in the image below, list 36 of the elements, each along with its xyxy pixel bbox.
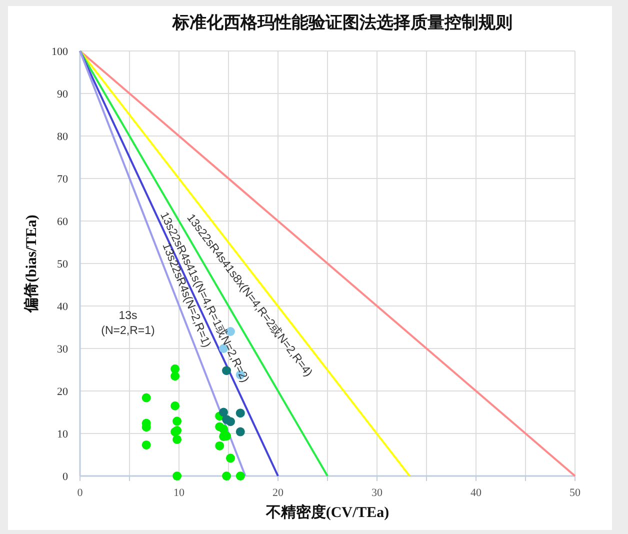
y-tick-label: 20 [57,386,68,398]
x-tick-label: 40 [470,487,482,499]
y-tick-label: 70 [57,174,68,186]
point [170,372,180,381]
point [226,454,235,463]
x-tick-label: 20 [272,487,284,499]
y-tick-label: 50 [57,258,68,270]
y-axis-title: 偏倚(bias/TEa) [23,214,40,314]
point [222,472,232,480]
y-tick-label: 0 [62,471,68,483]
y-tick-label: 30 [57,344,68,356]
point [236,408,245,418]
y-tick-label: 80 [57,131,68,143]
y-tick-label: 10 [57,428,68,440]
y-tick-label: 40 [57,301,68,313]
point [172,472,182,480]
x-tick-label: 0 [77,487,84,499]
point [172,434,182,444]
annotation: 13s (N=2,R=1) [101,310,156,337]
chart-title: 标准化西格玛性能验证图法选择质量控制规则 [172,13,512,32]
point [236,472,245,480]
point [142,440,151,450]
point [172,416,182,426]
point [142,393,151,402]
point [170,401,180,410]
y-tick-label: 90 [57,88,68,100]
x-axis-title: 不精密度(CV/TEa) [264,503,390,521]
x-tick-label: 10 [174,487,185,499]
y-tick-label: 100 [52,46,68,58]
point [236,427,245,436]
x-tick-label: 50 [570,487,581,499]
x-tick-label: 30 [372,487,383,499]
point [226,417,235,426]
point [219,408,228,417]
y-tick-label: 60 [57,216,68,228]
point [215,441,224,450]
